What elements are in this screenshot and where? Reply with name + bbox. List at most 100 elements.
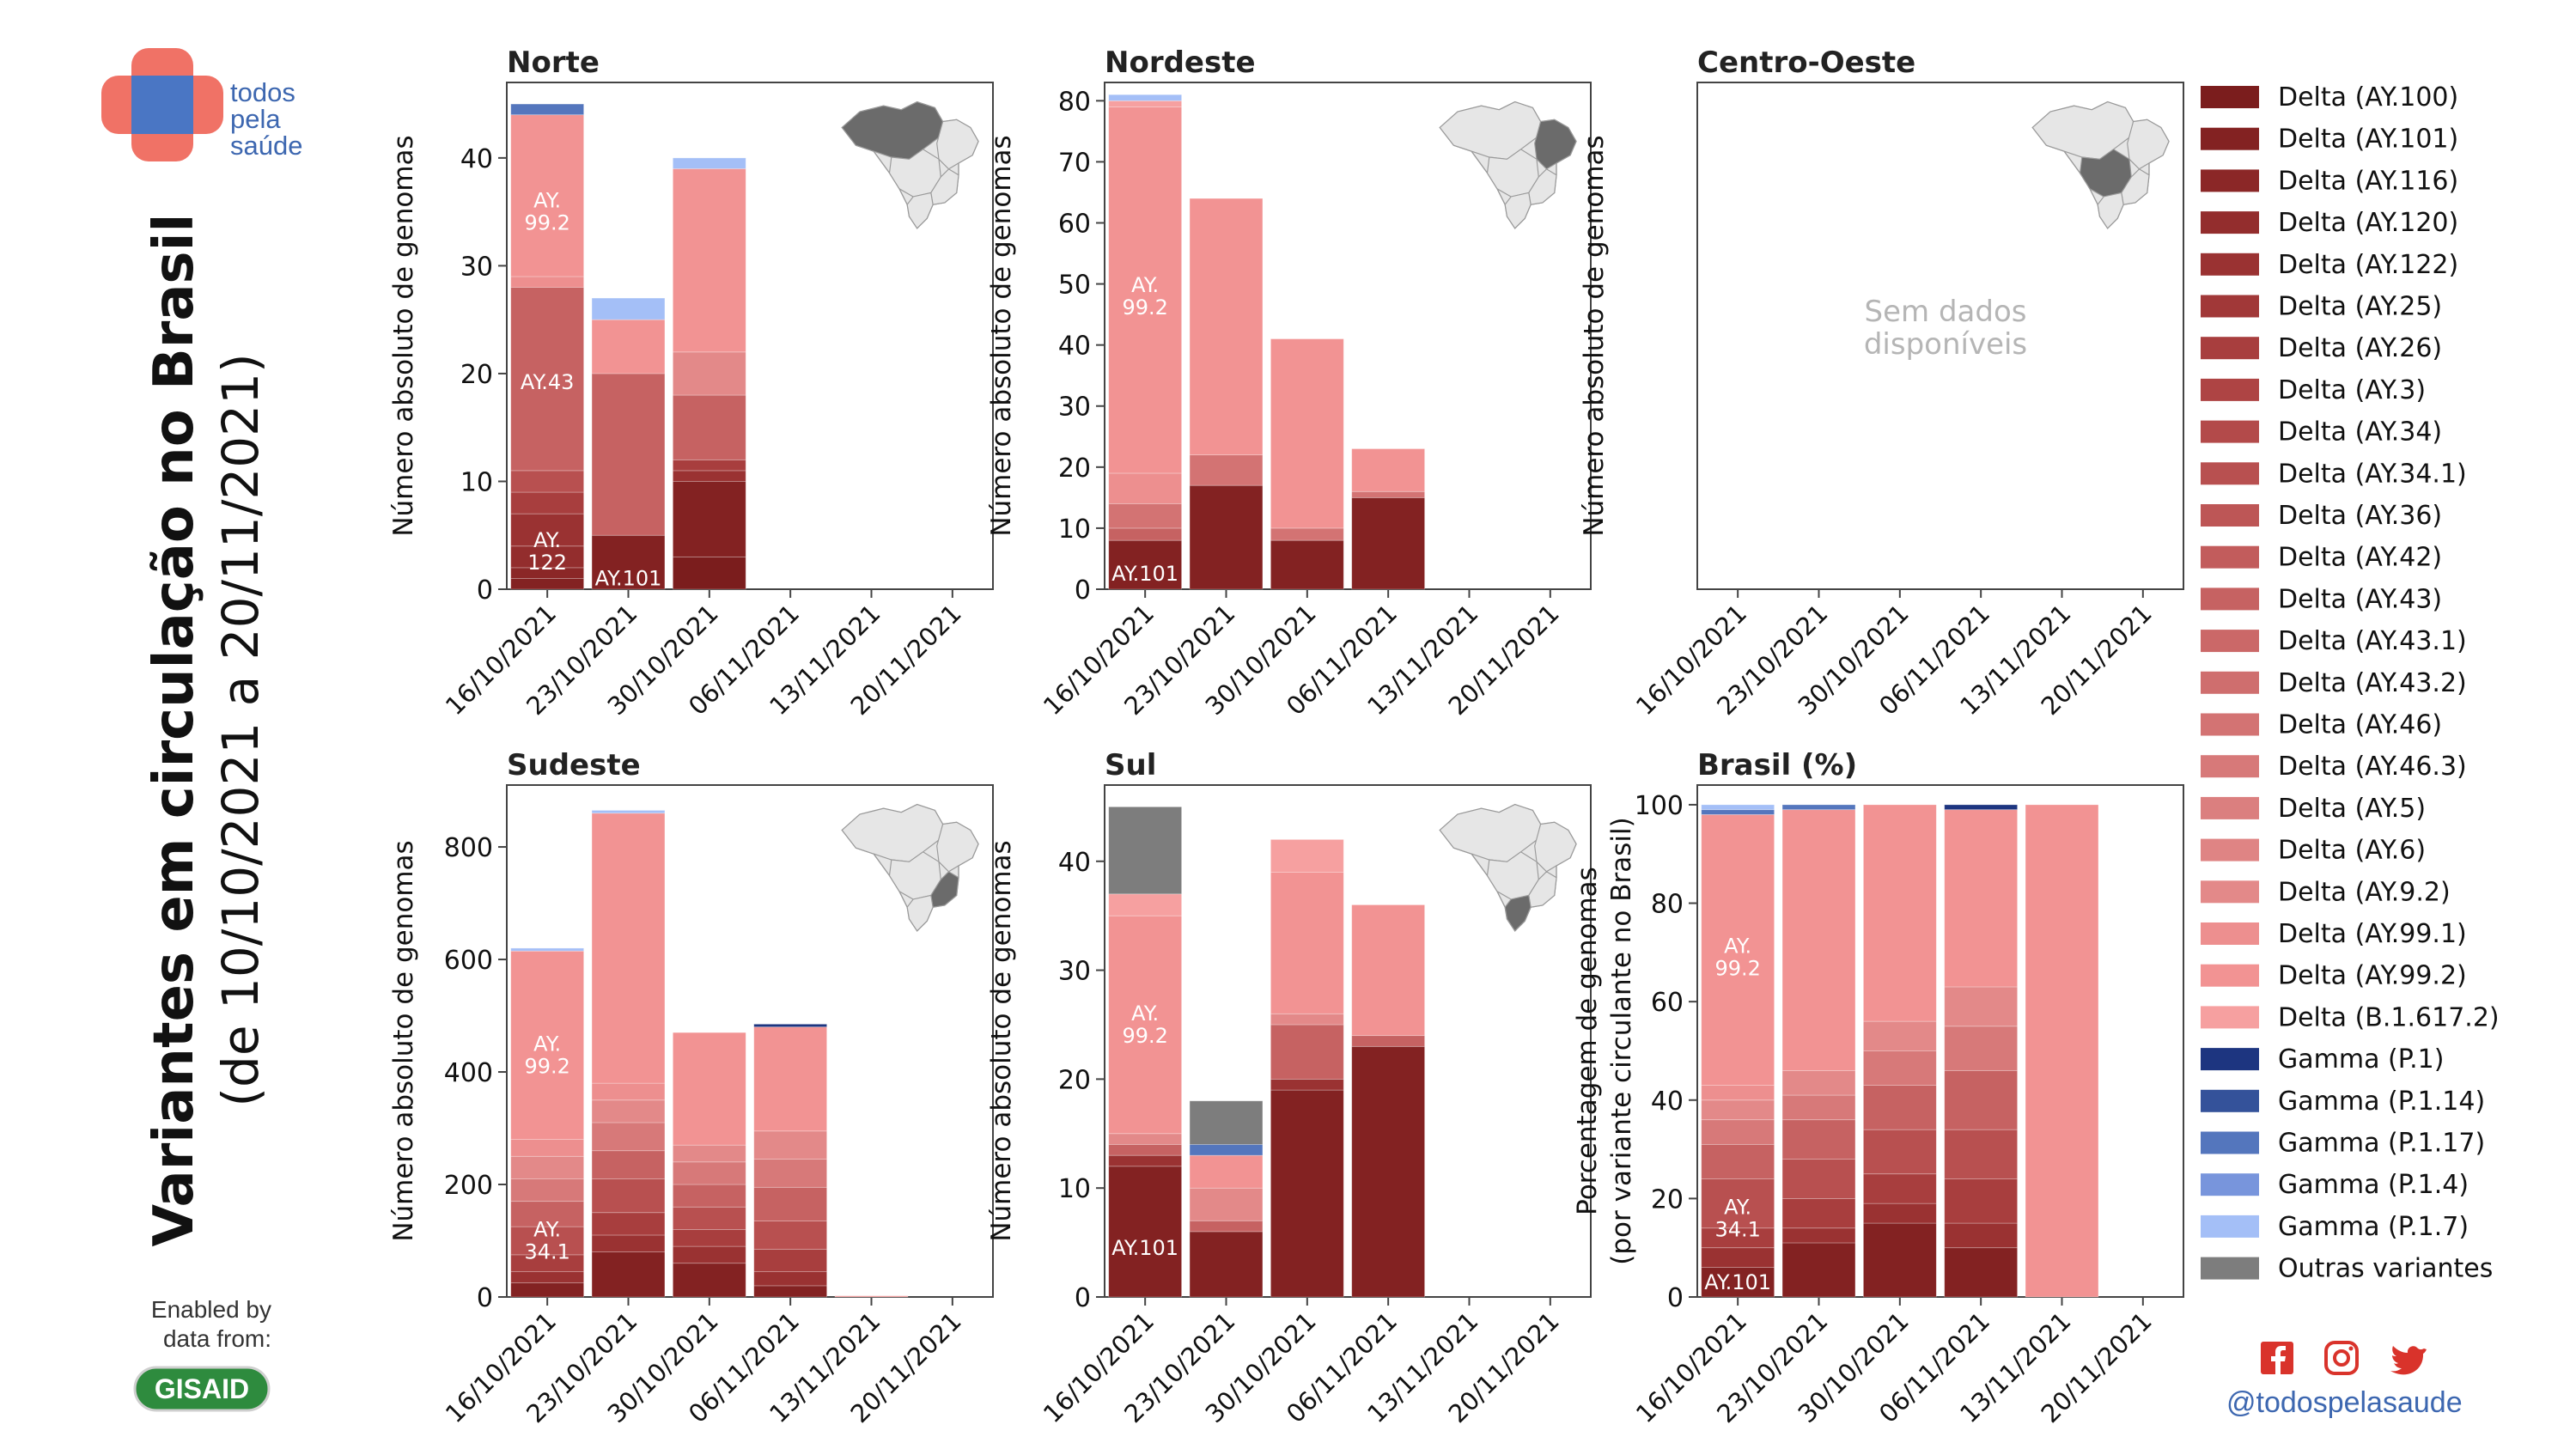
y-tick-label: 400 (444, 1058, 493, 1088)
legend-label: Gamma (P.1.7) (2278, 1212, 2469, 1242)
todos-pela-saude-logo (101, 48, 223, 161)
plot-frame (506, 82, 994, 590)
bar-segment (510, 950, 585, 1141)
y-tick-label: 40 (1058, 332, 1091, 362)
bar-segment (753, 1248, 828, 1272)
bar-segment (591, 1122, 666, 1152)
plot-frame (1104, 82, 1592, 590)
y-axis-label: (por variante circulante no Brasil) (1606, 817, 1637, 1264)
bar-annotation: AY.101 (1111, 562, 1178, 586)
legend-label: Delta (AY.101) (2278, 125, 2458, 155)
brand-line-1: todos (230, 77, 295, 107)
bar-segment (672, 481, 746, 557)
bar-segment (1189, 1144, 1264, 1156)
legend-label: Delta (AY.122) (2278, 250, 2458, 280)
bar-annotation: 34.1 (524, 1240, 569, 1264)
gisaid-badge (133, 1366, 271, 1412)
legend-swatch (2201, 420, 2259, 443)
bar-segment (1270, 539, 1344, 590)
bar-annotation: AY. (533, 1218, 561, 1242)
legend-label: Delta (AY.26) (2278, 333, 2442, 363)
plot-frame (1696, 82, 2184, 590)
legend-swatch (2201, 630, 2259, 653)
bar-segment (1270, 1078, 1344, 1091)
bar-annotation: AY. (1724, 935, 1751, 959)
panel-nordeste: Nordeste 0 10 20 30 40 50 60 70 80 Número absoluto… (986, 46, 1592, 721)
bar-segment (1108, 915, 1183, 1135)
y-tick-label: 20 (460, 360, 493, 390)
bar-stack (672, 157, 746, 590)
bar-segment (591, 1178, 666, 1214)
legend-label: Delta (AY.116) (2278, 166, 2458, 196)
legend-item: Delta (AY.99.2) (2201, 961, 2467, 991)
brazil-map-icon (841, 803, 979, 932)
bar-segment (1862, 1222, 1937, 1298)
enabled-by-text: Enabled by data from: (91, 1295, 271, 1354)
bar-segment (591, 813, 666, 1084)
legend-item: Delta (AY.5) (2201, 794, 2426, 824)
bar-stack (1189, 198, 1264, 590)
legend-item: Delta (AY.46) (2201, 710, 2442, 740)
twitter-icon[interactable] (2390, 1346, 2427, 1375)
y-tick-label: 80 (1651, 890, 1684, 920)
legend-item: Delta (AY.120) (2201, 208, 2458, 238)
legend-item: Delta (AY.43.2) (2201, 668, 2467, 698)
legend-label: Outras variantes (2278, 1254, 2493, 1284)
bar-stack (1944, 804, 2019, 1298)
map-region-nordeste (1534, 821, 1577, 873)
bar-segment (1781, 1159, 1856, 1199)
legend-label: Delta (AY.99.2) (2278, 961, 2467, 991)
bar-segment (591, 534, 666, 590)
y-tick-label: 10 (1058, 514, 1091, 545)
bar-segment (510, 947, 585, 952)
bar-segment (510, 1155, 585, 1179)
bar-segment (1108, 503, 1183, 529)
social-handle[interactable]: @todospelasaude (2226, 1386, 2463, 1419)
bar-segment (1108, 94, 1183, 101)
panel-title: Norte (507, 46, 600, 80)
bar-segment (1351, 1045, 1426, 1298)
y-tick-label: 800 (444, 833, 493, 863)
y-axis-label: Número absoluto de genomas (1579, 135, 1610, 536)
legend-swatch (2201, 1089, 2259, 1112)
bar-segment (672, 1229, 746, 1247)
brazil-map-icon (1439, 803, 1577, 932)
bar-segment (1701, 1267, 1775, 1298)
bar-segment (1108, 472, 1183, 504)
bar-segment (753, 1130, 828, 1160)
legend-swatch (2201, 922, 2259, 945)
legend-label: Delta (AY.3) (2278, 375, 2426, 405)
bar-segment (1701, 804, 1775, 811)
bar-segment (1108, 100, 1183, 107)
map-region-sudeste (930, 168, 959, 205)
legend-item: Delta (AY.100) (2201, 82, 2458, 113)
y-axis-label: Número absoluto de genomas (388, 135, 419, 536)
legend-item: Delta (AY.122) (2201, 250, 2458, 280)
gisaid-text: GISAID (155, 1373, 249, 1404)
bar-segment (1189, 1220, 1264, 1233)
legend-swatch (2201, 169, 2259, 192)
bar-segment (1189, 454, 1264, 486)
y-tick-label: 40 (460, 144, 493, 174)
y-tick-label: 100 (1635, 791, 1684, 821)
legend-item: Delta (AY.3) (2201, 375, 2426, 405)
legend-label: Delta (AY.43.2) (2278, 668, 2467, 698)
bar-segment (510, 287, 585, 472)
legend-swatch (2201, 796, 2259, 819)
bar-segment (510, 1139, 585, 1157)
legend-label: Delta (AY.34) (2278, 417, 2442, 447)
panel-norte: Norte 0 10 20 30 40 Número absoluto de genomas… (388, 46, 994, 721)
bar-annotation: AY. (533, 1032, 561, 1056)
bar-segment (672, 1032, 746, 1146)
instagram-icon[interactable] (2324, 1341, 2359, 1375)
bar-segment (672, 394, 746, 460)
facebook-icon[interactable] (2261, 1342, 2293, 1374)
brand-line-3: saúde (230, 131, 303, 161)
legend-label: Delta (AY.25) (2278, 292, 2442, 322)
bar-stack (834, 1295, 909, 1298)
legend-item: Delta (AY.6) (2201, 836, 2426, 866)
legend-swatch (2201, 755, 2259, 778)
legend-swatch (2201, 1215, 2259, 1238)
legend-swatch (2201, 964, 2259, 987)
